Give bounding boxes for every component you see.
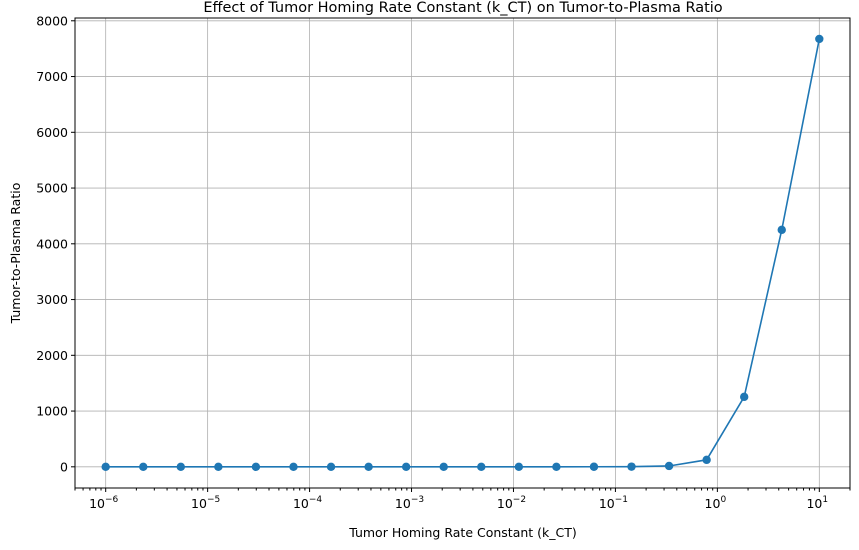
x-tick-label: 100: [705, 495, 727, 511]
y-tick-label: 0: [60, 459, 68, 474]
y-tick-label: 6000: [36, 125, 68, 140]
series-line: [105, 38, 821, 468]
data-point: [251, 462, 261, 472]
x-tick-label: 10−4: [293, 495, 322, 511]
y-tick-label: 5000: [36, 181, 68, 196]
data-point: [664, 461, 674, 471]
data-point: [214, 462, 223, 472]
x-tick-label-base: 10: [89, 496, 105, 511]
x-axis-label: Tumor Homing Rate Constant (k_CT): [348, 525, 577, 540]
x-tick-label-exponent: 0: [720, 495, 726, 505]
x-tick-label: 10−1: [599, 495, 628, 511]
data-point: [401, 462, 411, 472]
x-tick-label-exponent: −6: [105, 495, 119, 505]
data-point: [101, 462, 110, 472]
x-tick-label: 10−2: [497, 495, 526, 511]
data-point: [777, 225, 786, 235]
x-tick-label-exponent: −3: [411, 495, 424, 505]
chart-title: Effect of Tumor Homing Rate Constant (k_…: [203, 0, 722, 16]
x-tick-label: 101: [806, 495, 828, 511]
x-tick-label-base: 10: [395, 496, 411, 511]
x-tick-label-exponent: −5: [207, 495, 220, 505]
x-tick-label-base: 10: [191, 496, 207, 511]
x-tick-label-base: 10: [293, 496, 309, 511]
grid-lines: [75, 18, 850, 488]
data-point: [139, 462, 148, 472]
data-point: [552, 462, 561, 472]
x-tick-label: 10−3: [395, 495, 424, 511]
data-point: [364, 462, 373, 472]
data-point: [702, 455, 711, 465]
plot-area-frame: [74, 17, 851, 489]
x-tick-label-base: 10: [705, 496, 721, 511]
data-point: [815, 34, 824, 44]
data-point: [176, 462, 186, 472]
data-point: [589, 462, 599, 471]
x-tick-label-base: 10: [806, 496, 822, 511]
data-point: [289, 462, 298, 472]
y-axis-label: Tumor-to-Plasma Ratio: [8, 183, 23, 325]
y-tick-label: 1000: [36, 404, 68, 419]
y-tick-label: 4000: [36, 236, 68, 251]
axis-ticks: 10−6 10−5 10−4 10−3 10−2 10−1 100 1010100020003…: [36, 13, 851, 511]
data-point: [439, 462, 448, 472]
x-tick-label: 10−5: [191, 495, 220, 511]
data-point: [627, 462, 636, 471]
series-kct: [101, 34, 824, 472]
y-tick-label: 2000: [36, 348, 68, 363]
x-tick-label-exponent: −1: [615, 495, 628, 505]
y-tick-label: 8000: [36, 13, 68, 28]
data-point: [477, 462, 486, 472]
y-tick-label: 7000: [36, 69, 68, 84]
x-tick-label-exponent: −4: [309, 495, 323, 505]
x-tick-label: 10−6: [89, 495, 118, 511]
x-tick-label-base: 10: [599, 496, 615, 511]
y-tick-label: 3000: [36, 292, 68, 307]
x-tick-label-exponent: 1: [822, 495, 828, 505]
x-tick-label-exponent: −2: [513, 495, 526, 505]
data-point: [326, 462, 336, 472]
data-point: [739, 392, 749, 402]
x-tick-label-base: 10: [497, 496, 513, 511]
data-point: [514, 462, 524, 472]
